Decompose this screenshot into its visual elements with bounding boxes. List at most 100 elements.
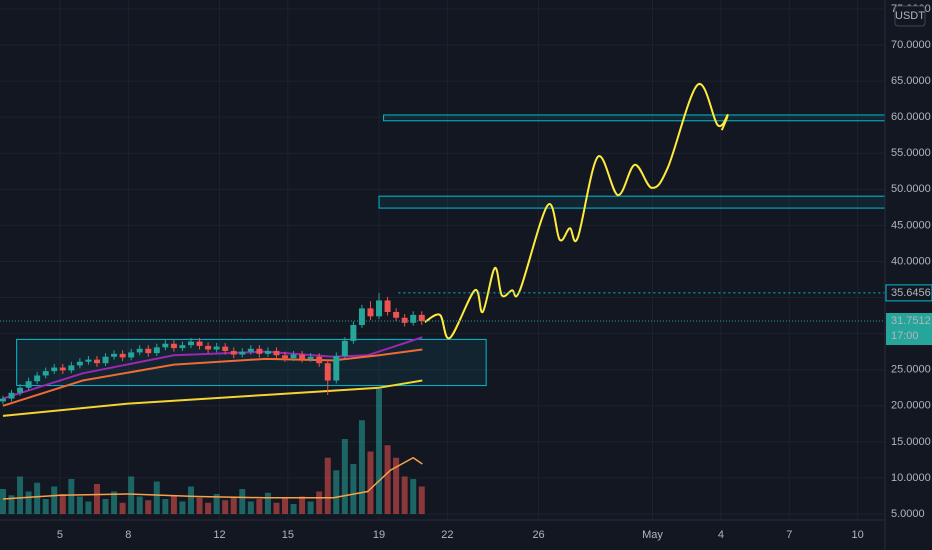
candle-body <box>196 341 203 346</box>
candle-body <box>307 356 314 359</box>
volume-bar <box>333 470 340 514</box>
candle-body <box>136 348 143 353</box>
y-tick-label: 45.0000 <box>891 219 931 231</box>
candle-body <box>162 343 169 348</box>
candle-body <box>401 317 408 323</box>
volume-bar <box>341 439 348 514</box>
volume-bar <box>410 479 417 514</box>
candle-body <box>25 381 32 388</box>
y-tick-label: 25.0000 <box>891 364 931 376</box>
candle-body <box>230 350 237 355</box>
candle-body <box>42 371 49 376</box>
volume-bar <box>239 489 246 514</box>
volume-bar <box>213 494 220 514</box>
volume-bar <box>59 494 66 514</box>
volume-bar <box>0 489 6 514</box>
volume-bar <box>205 502 212 514</box>
candle-body <box>290 354 297 359</box>
x-tick-label: 12 <box>213 529 225 541</box>
candle-body <box>8 392 15 399</box>
volume-bar <box>170 495 177 514</box>
candle-body <box>170 343 177 349</box>
volume-bar <box>384 445 391 514</box>
candle-body <box>316 356 323 364</box>
volume-bar <box>401 476 408 514</box>
volume-bar <box>153 481 160 514</box>
candle-body <box>367 308 374 317</box>
y-tick-label: 5.0000 <box>891 508 925 520</box>
x-tick-label: 5 <box>57 529 63 541</box>
candle-body <box>324 363 331 381</box>
candle-body <box>68 365 75 371</box>
x-tick-label: 7 <box>786 529 792 541</box>
candle-body <box>384 300 391 312</box>
candle-body <box>153 347 160 354</box>
candle-body <box>93 359 100 364</box>
candle-body <box>418 314 425 322</box>
y-tick-label: 50.0000 <box>891 183 931 195</box>
candle-body <box>333 355 340 381</box>
candle-body <box>128 352 135 358</box>
x-tick-label: 15 <box>282 529 294 541</box>
y-tick-label: 70.0000 <box>891 39 931 51</box>
candle-body <box>410 314 417 323</box>
volume-bar <box>418 486 425 514</box>
volume-bar <box>34 482 41 514</box>
volume-bar <box>68 479 75 514</box>
volume-ma <box>2 456 423 500</box>
zone <box>383 114 886 122</box>
candle-body <box>179 345 186 349</box>
volume-bar <box>102 499 109 514</box>
candle-body <box>119 353 126 358</box>
x-tick-label: 10 <box>852 529 864 541</box>
x-tick-label: 26 <box>532 529 544 541</box>
y-tick-label: 65.0000 <box>891 75 931 87</box>
y-tick-label: 60.0000 <box>891 111 931 123</box>
volume-bar <box>273 502 280 514</box>
volume-bar <box>76 496 83 514</box>
candle-body <box>85 359 92 362</box>
y-tick-label: 10.0000 <box>891 472 931 484</box>
volume-bar <box>367 451 374 514</box>
forecast-drawing <box>424 83 729 340</box>
volume-bar <box>358 420 365 514</box>
volume-bar <box>350 464 357 514</box>
candle-body <box>17 387 24 393</box>
volume-bar <box>230 496 237 514</box>
candle-body <box>213 346 220 350</box>
volume-bar <box>128 476 135 514</box>
x-tick-label: May <box>642 529 663 541</box>
currency-badge[interactable] <box>894 5 926 27</box>
x-tick-label: 8 <box>125 529 131 541</box>
candle-body <box>76 361 83 366</box>
y-tick-label: 15.0000 <box>891 436 931 448</box>
volume-bar <box>188 486 194 514</box>
volume-bar <box>42 499 49 514</box>
volume-bar <box>256 499 263 514</box>
volume-bar <box>179 501 186 514</box>
y-tick-label: 20.0000 <box>891 400 931 412</box>
candle-body <box>376 300 383 317</box>
zone <box>378 195 886 209</box>
volume-bar <box>145 500 152 514</box>
candle-body <box>111 353 118 357</box>
candle-body <box>247 348 254 352</box>
candle-body <box>239 351 246 355</box>
price-label-box <box>885 284 932 302</box>
price-label-time: 17:00 <box>891 330 919 342</box>
x-tick-label: 22 <box>441 529 453 541</box>
moving-average <box>2 379 423 417</box>
volume-bar <box>222 500 229 514</box>
candle-body <box>0 398 6 402</box>
moving-average <box>2 348 423 407</box>
price-label: 31.7512 <box>891 315 931 327</box>
volume-bar <box>25 491 32 514</box>
zone <box>16 338 487 387</box>
volume-bar <box>299 496 306 514</box>
volume-bar <box>85 501 92 514</box>
volume-bar <box>136 496 143 514</box>
volume-bar <box>111 491 118 514</box>
candle-body <box>205 345 212 350</box>
candle-body <box>188 341 194 346</box>
price-label-box <box>886 312 932 345</box>
